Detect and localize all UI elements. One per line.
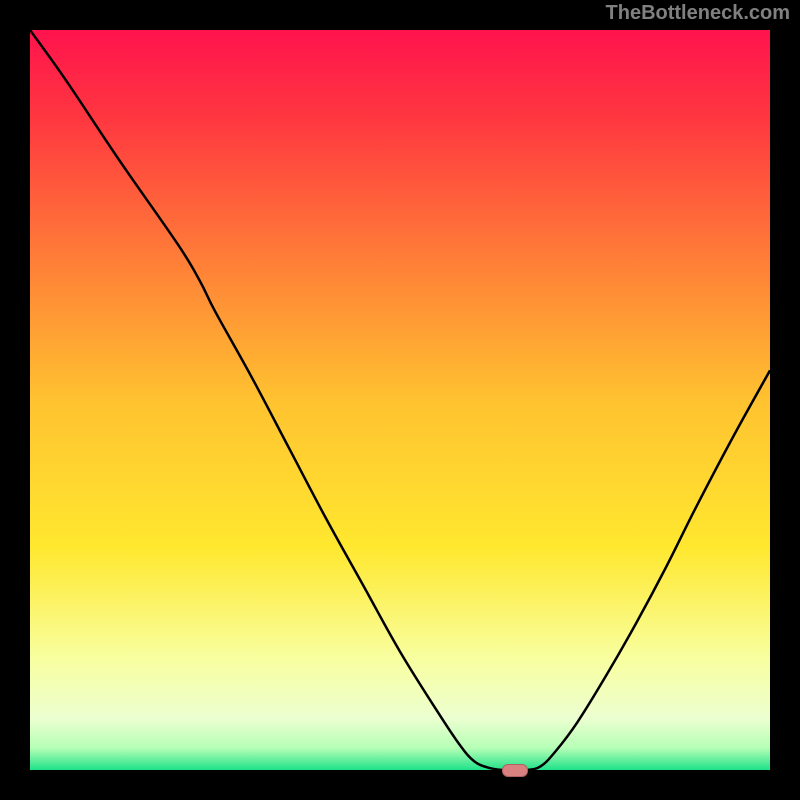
bottleneck-curve [30, 30, 770, 770]
optimal-marker [502, 764, 528, 777]
chart-container: TheBottleneck.com [0, 0, 800, 800]
watermark-label: TheBottleneck.com [606, 2, 790, 25]
curve-layer [30, 30, 770, 770]
plot-area [30, 30, 770, 770]
